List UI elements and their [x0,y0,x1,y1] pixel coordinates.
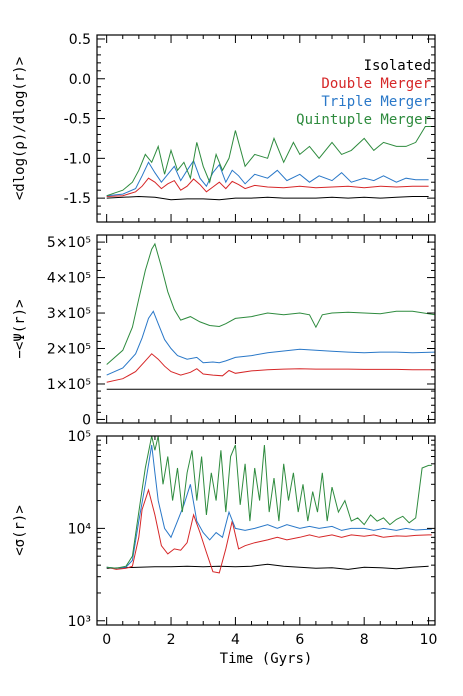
series-line-1 [106,177,429,197]
y-tick-label: 10³ [68,614,91,630]
x-tick-label: 4 [231,632,240,648]
panel-density-slope: 0.5 0.0 -0.5 -1.0 -1.5 <dlog(ρ)/dlog(r)> Isola… [12,32,436,223]
x-tick-label: 6 [295,632,304,648]
series-line-0 [106,195,429,201]
series-line-1 [106,353,435,383]
plot-frame [96,34,436,223]
series-line-2 [106,444,432,569]
legend-entry: Triple Merger [321,94,431,110]
y-tick-label: 1×10⁵ [47,377,91,393]
y-tick-label: 5×10⁵ [47,235,91,251]
series-line-2 [106,159,429,197]
x-tick-label: 10 [420,632,438,648]
y-tick-label: 3×10⁵ [47,306,91,322]
series-line-2 [106,310,435,376]
y-tick-label: 10⁴ [68,521,92,537]
y-axis-label: <σ(r)> [12,505,28,556]
y-axis-label: −<Ψ(r)> [12,299,28,358]
y-tick-label: 0.0 [69,72,91,88]
y-tick-label: 4×10⁵ [47,271,91,287]
series-line-1 [106,488,432,574]
series-line-0 [106,563,429,570]
plot-frame [96,234,436,424]
y-tick-label: 0.5 [69,32,91,48]
x-tick-label: 8 [360,632,369,648]
x-tick-label: 2 [167,632,176,648]
y-tick-label: 2×10⁵ [47,342,91,358]
legend-entry: Quintuple Merger [296,112,431,128]
series-line-3 [106,242,435,365]
series-line-3 [106,126,432,197]
y-tick-label: -1.5 [64,191,91,207]
panel-velocity-dispersion: 0 2 4 6 8 10 10³ 10⁴ 10⁵ <σ(r)> [12,429,437,648]
legend-entry: Isolated [364,58,431,74]
y-tick-label: -0.5 [64,112,91,128]
series-line-3 [106,436,432,569]
legend-entry: Double Merger [321,76,431,92]
x-axis-label: Time (Gyrs) [220,651,313,667]
panel-potential: 0 1×10⁵ 2×10⁵ 3×10⁵ 4×10⁵ 5×10⁵ −<Ψ(r)> [12,234,436,428]
y-tick-label: 0 [82,412,91,428]
x-tick-label: 0 [102,632,111,648]
plot-frame [96,435,436,626]
y-tick-label: -1.0 [64,151,91,167]
y-axis-label: <dlog(ρ)/dlog(r)> [12,57,28,200]
y-tick-label: 10⁵ [68,429,91,445]
